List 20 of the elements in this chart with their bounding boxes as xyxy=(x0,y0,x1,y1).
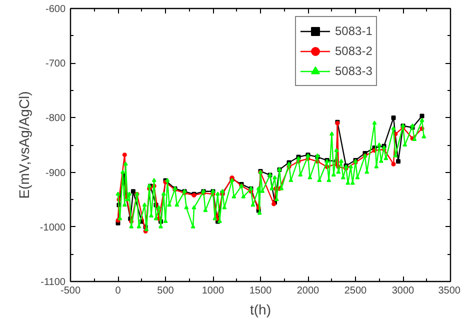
y-tick-label: -800 xyxy=(45,113,66,124)
legend-label: 5083-2 xyxy=(335,44,372,58)
y-axis-title: E(mV,vsAg/AgCl) xyxy=(16,91,32,199)
x-tick-label: 1500 xyxy=(249,286,272,296)
x-tick-label: 3000 xyxy=(392,286,415,296)
x-tick-label: 2500 xyxy=(344,286,368,296)
x-tick-label: -500 xyxy=(60,286,81,296)
x-tick-label: 1000 xyxy=(202,286,225,296)
legend-label: 5083-1 xyxy=(335,24,372,38)
x-tick-label: 2000 xyxy=(296,286,320,296)
legend-label: 5083-3 xyxy=(335,64,372,78)
x-tick-label: 0 xyxy=(115,286,122,296)
y-tick-label: -1100 xyxy=(40,277,66,288)
x-axis-title: t(h) xyxy=(250,302,271,318)
x-tick-label: 500 xyxy=(157,286,174,296)
y-tick-label: -700 xyxy=(45,58,66,70)
y-tick-label: -900 xyxy=(45,168,66,179)
x-tick-label: 3500 xyxy=(438,286,461,296)
y-tick-label: -1000 xyxy=(40,222,66,234)
y-tick-label: -600 xyxy=(45,4,66,15)
